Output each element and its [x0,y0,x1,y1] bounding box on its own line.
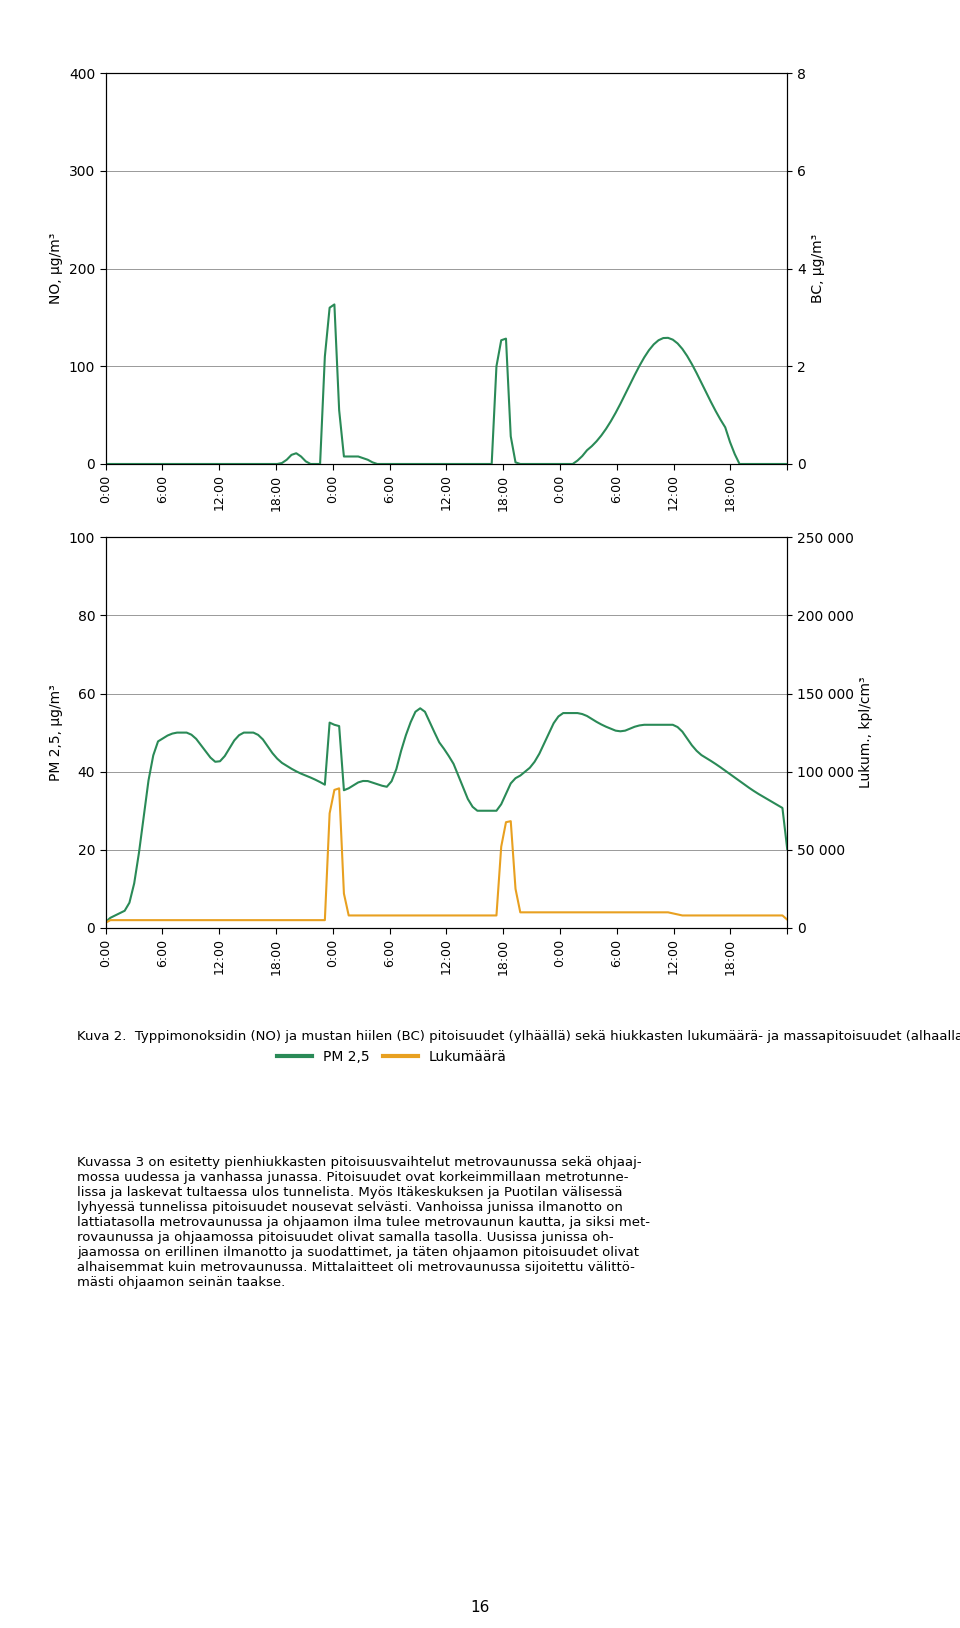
Y-axis label: NO, μg/m³: NO, μg/m³ [49,233,63,304]
Legend: PM 2,5, Lukumäärä: PM 2,5, Lukumäärä [272,1045,513,1070]
Text: Kuvassa 3 on esitetty pienhiukkasten pitoisuusvaihtelut metrovaunussa sekä ohjaa: Kuvassa 3 on esitetty pienhiukkasten pit… [77,1156,650,1289]
Y-axis label: BC, μg/m³: BC, μg/m³ [811,234,826,303]
Text: 16: 16 [470,1600,490,1615]
Y-axis label: Lukum., kpl/cm³: Lukum., kpl/cm³ [859,677,874,788]
Y-axis label: PM 2,5, μg/m³: PM 2,5, μg/m³ [49,684,63,781]
Legend: NO, BC: NO, BC [313,568,470,594]
Text: Kuva 2.  Typpimonoksidin (NO) ja mustan hiilen (BC) pitoisuudet (ylhäällä) sekä : Kuva 2. Typpimonoksidin (NO) ja mustan h… [77,1029,960,1044]
